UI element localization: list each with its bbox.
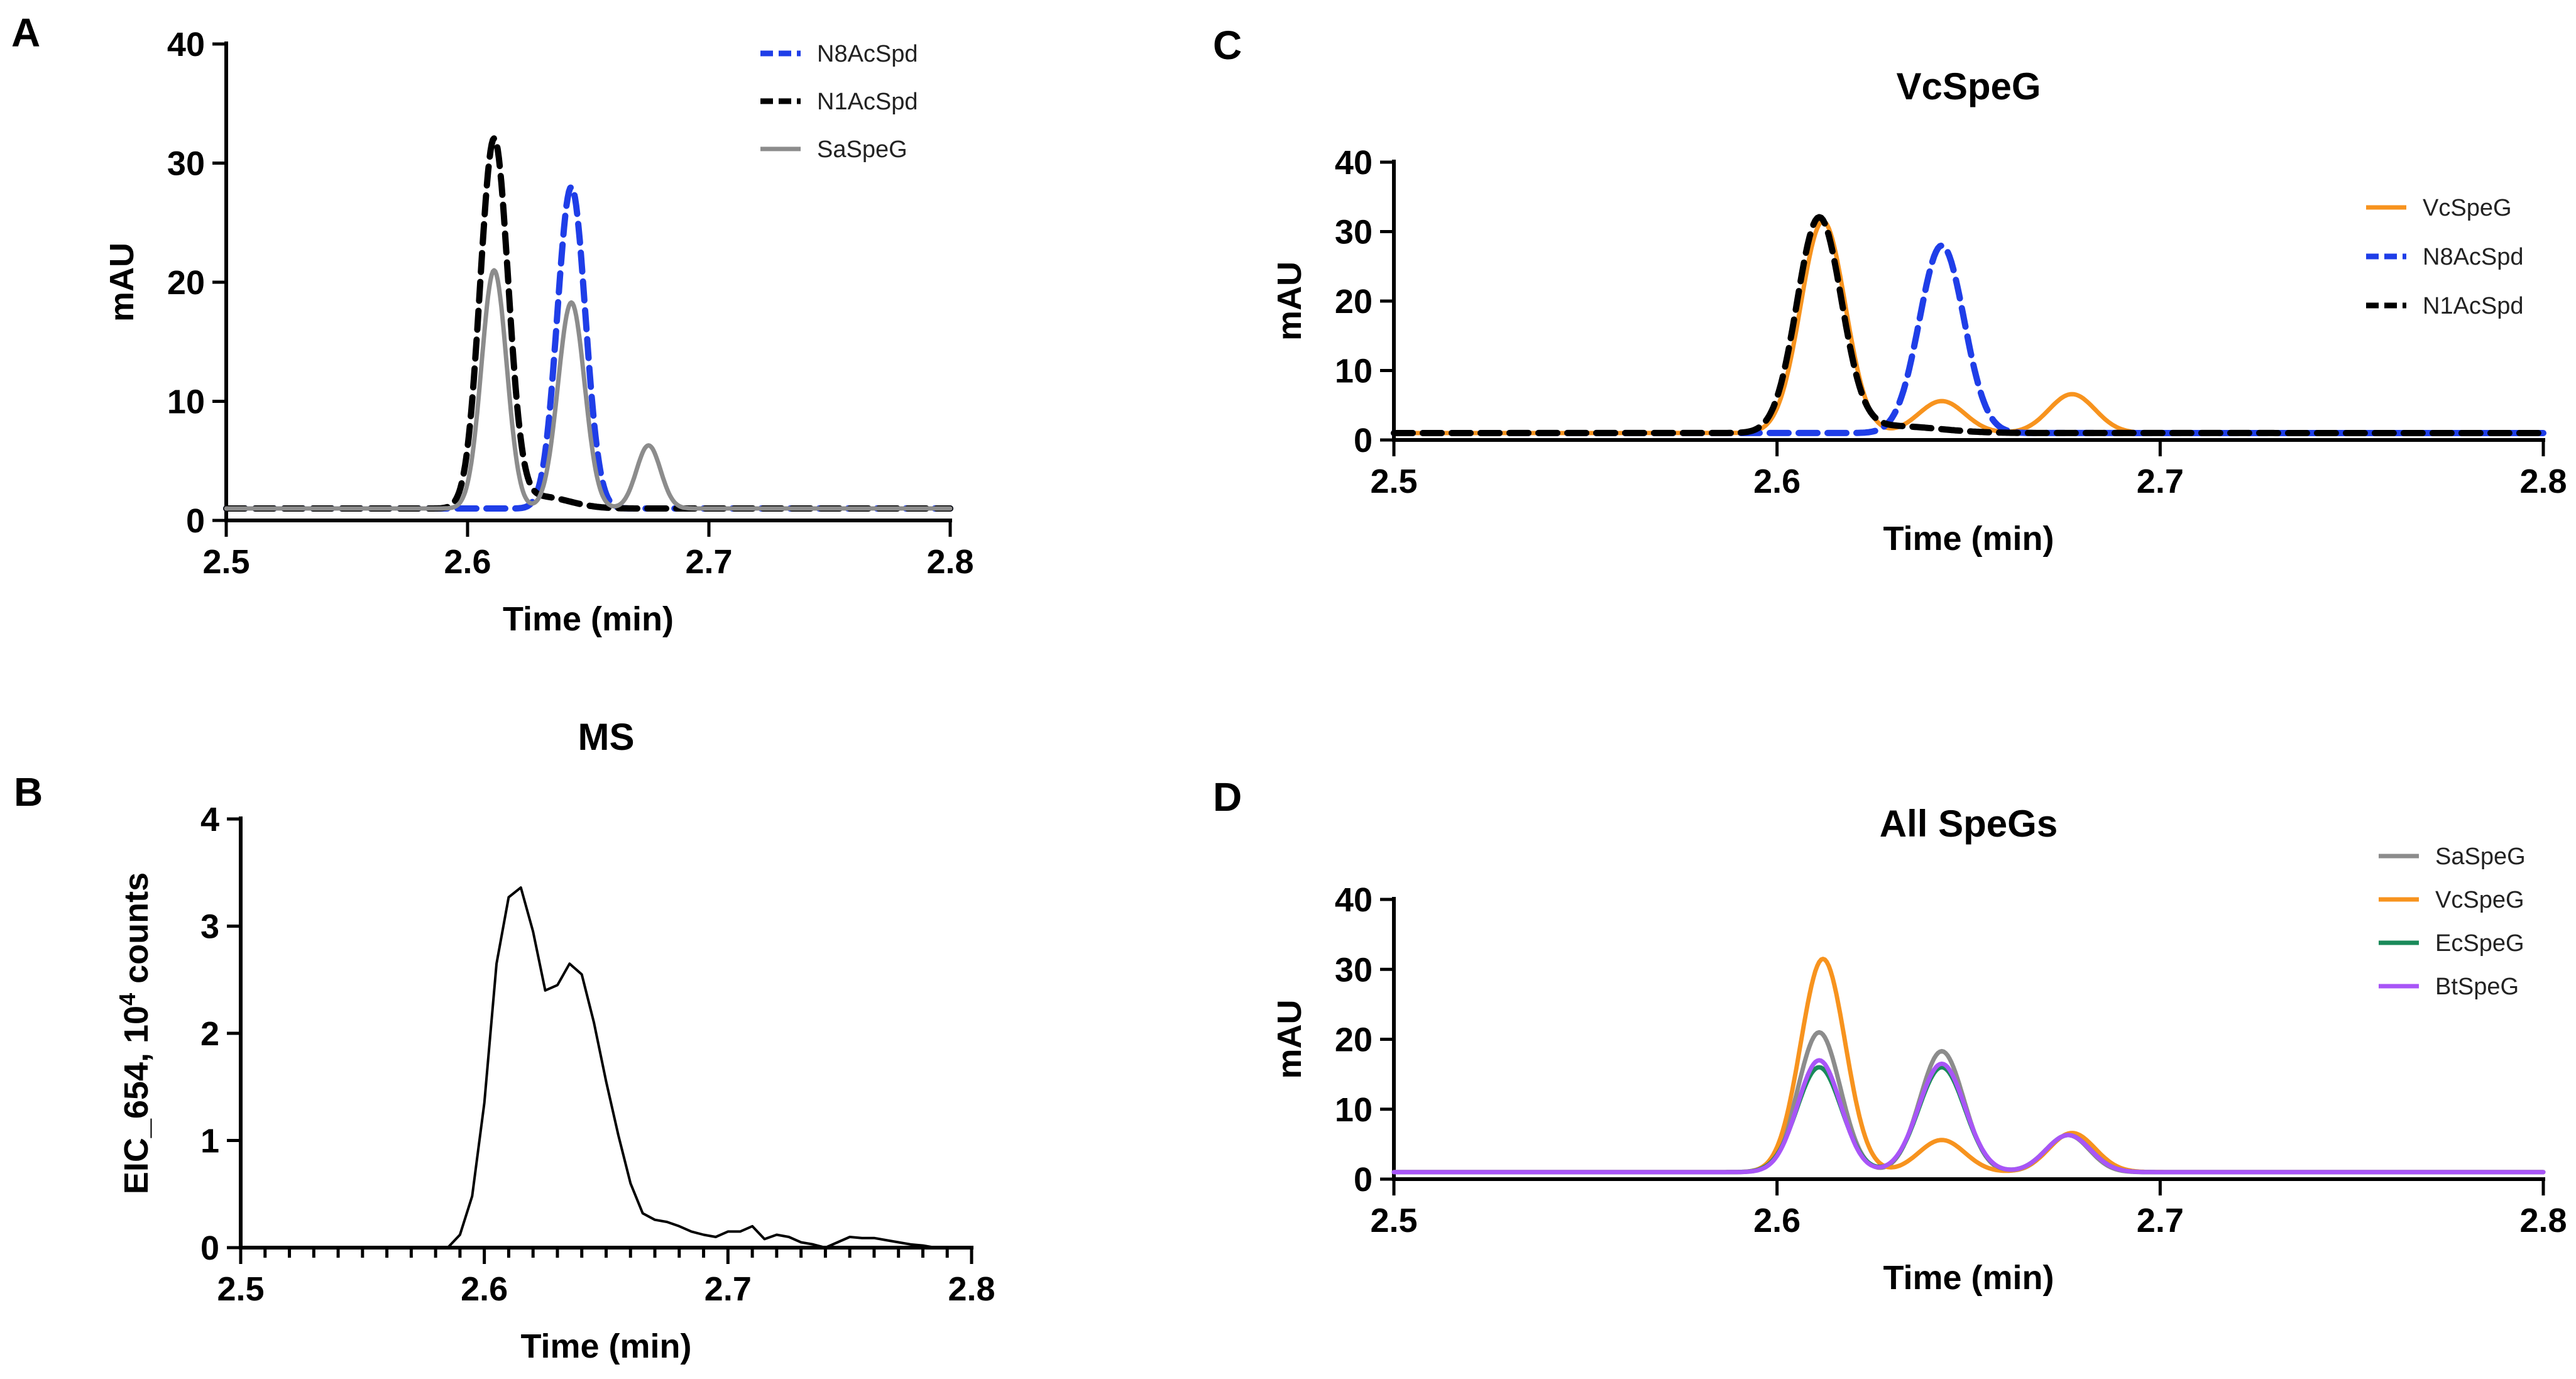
legend-label: VcSpeG (2423, 195, 2512, 221)
series-line-vcspeg (1391, 219, 2546, 436)
legend: N8AcSpd N1AcSpd SaSpeG (760, 41, 918, 163)
legend-label: N1AcSpd (2423, 293, 2524, 319)
y-tick-label: 30 (167, 145, 205, 183)
x-tick-label: 2.7 (2137, 463, 2184, 500)
x-tick-label: 2.5 (1370, 463, 1417, 500)
x-axis-title: Time (min) (520, 1327, 691, 1365)
panel-label: B (14, 769, 43, 815)
y-tick-label: 1 (200, 1123, 219, 1160)
y-tick-label: 0 (186, 502, 205, 540)
x-tick-label: 2.8 (2519, 463, 2567, 500)
y-tick-label: 0 (1354, 422, 1373, 459)
legend: SaSpeG VcSpeG EcSpeG BtSpeG (2379, 843, 2526, 1000)
legend-label: N8AcSpd (817, 41, 918, 67)
legend-label: N8AcSpd (2423, 244, 2524, 270)
y-tick-label: 10 (1335, 1091, 1373, 1129)
x-tick-label: 2.8 (948, 1270, 995, 1308)
panel-label: D (1213, 774, 1242, 820)
x-tick-label: 2.5 (202, 543, 249, 581)
series-line-btspeg (1391, 1058, 2546, 1175)
y-tick-label: 20 (167, 264, 205, 302)
y-tick-label: 0 (1354, 1161, 1373, 1199)
x-tick-label: 2.8 (2519, 1202, 2567, 1239)
series-line-n1acspd (1391, 214, 2546, 436)
series-line-eic_654 (446, 886, 949, 1249)
y-tick-label: 2 (200, 1015, 219, 1053)
y-tick-label: 30 (1335, 951, 1373, 989)
legend-label: EcSpeG (2435, 930, 2524, 957)
panel-b: B MS 0 1 2 3 4 2.5 2.6 2.7 2.8 Time (min) EIC_654, 1… (14, 716, 995, 1365)
chart-title: MS (578, 716, 635, 758)
x-tick-label: 2.7 (2137, 1202, 2184, 1239)
chart-title: VcSpeG (1896, 65, 2041, 107)
legend-label: SaSpeG (2435, 843, 2526, 870)
y-tick-label: 10 (1335, 353, 1373, 390)
panel-label: C (1213, 23, 1242, 68)
x-tick-label: 2.6 (1753, 1202, 1800, 1239)
panel-a: A 0 10 20 30 40 2.5 2.6 2.7 2.8 Time (min) mAU N8AcS… (11, 10, 974, 638)
y-tick-label: 40 (167, 26, 205, 63)
y-tick-label: 4 (200, 801, 219, 838)
series-line-saspeg (224, 268, 953, 511)
series-line-vcspeg (1391, 957, 2546, 1175)
legend-label: BtSpeG (2435, 974, 2519, 1000)
series-line-saspeg (1391, 1030, 2546, 1175)
legend-label: N1AcSpd (817, 89, 918, 115)
y-tick-label: 10 (167, 383, 205, 421)
x-tick-label: 2.6 (461, 1270, 508, 1308)
y-tick-label: 30 (1335, 214, 1373, 251)
panel-d: D All SpeGs 0 10 20 30 40 2.5 2.6 2.7 2.8 Time (min… (1213, 774, 2567, 1297)
x-tick-label: 2.6 (1753, 463, 1800, 500)
legend-label: VcSpeG (2435, 887, 2524, 913)
y-tick-label: 20 (1335, 1021, 1373, 1059)
y-tick-label: 40 (1335, 144, 1373, 182)
y-axis-title: mAU (103, 243, 141, 322)
chart-title: All SpeGs (1880, 803, 2058, 845)
panel-c: C VcSpeG 0 10 20 30 40 2.5 2.6 2.7 2.8 Time (min) mA… (1213, 23, 2567, 558)
y-tick-label: 0 (200, 1229, 219, 1267)
series-line-n8acspd (1391, 242, 2546, 436)
y-axis-title: EIC_654, 104 counts (114, 872, 156, 1194)
x-tick-label: 2.8 (926, 543, 973, 581)
x-tick-label: 2.5 (217, 1270, 264, 1308)
x-axis-title: Time (min) (1883, 1259, 2054, 1297)
y-tick-label: 3 (200, 908, 219, 946)
y-axis-title: mAU (1271, 261, 1308, 341)
y-tick-label: 20 (1335, 283, 1373, 321)
x-tick-label: 2.5 (1370, 1202, 1417, 1239)
x-tick-label: 2.6 (444, 543, 491, 581)
y-tick-label: 40 (1335, 881, 1373, 919)
x-axis-title: Time (min) (1883, 520, 2054, 558)
y-axis-title: mAU (1271, 999, 1308, 1079)
legend: VcSpeG N8AcSpd N1AcSpd (2366, 195, 2524, 319)
x-tick-label: 2.7 (704, 1270, 752, 1308)
x-axis-title: Time (min) (503, 600, 674, 638)
legend-label: SaSpeG (817, 136, 907, 163)
panel-label: A (11, 10, 40, 55)
x-tick-label: 2.7 (685, 543, 732, 581)
series-line-n8acspd (223, 184, 953, 512)
